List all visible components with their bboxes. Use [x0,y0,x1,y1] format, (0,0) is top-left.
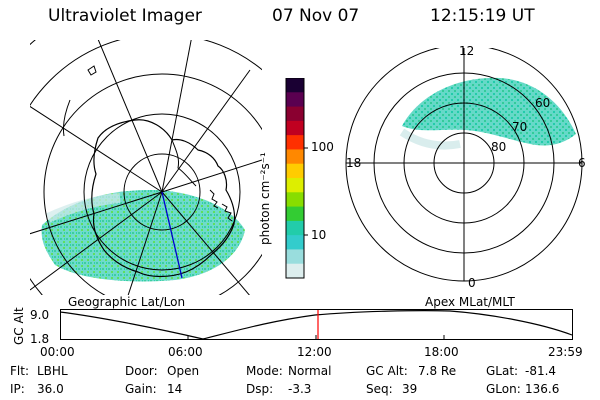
colorbar-swatch [286,263,304,279]
status-seq-key: Seq: [366,382,393,396]
mlat-label-80: 80 [491,140,507,154]
status-gain-value: 14 [167,382,183,396]
colorbar-swatch [286,163,304,179]
mlat-label-60: 60 [535,96,551,110]
colorbar-swatch [286,106,304,122]
subsatellite-track [161,191,183,279]
status-mode-key: Mode: [246,364,283,378]
colorbar-swatch [286,78,304,93]
magnetic-map-caption: Apex MLat/MLT [425,295,515,309]
status-dsp-key: Dsp: [246,382,274,396]
colorbar-swatch [286,206,304,222]
status-gcalt-key: GC Alt: [366,364,408,378]
colorbar-swatch [286,135,304,150]
colorbar-swatch [286,249,304,265]
time-tick-1200: 12:00 [297,345,332,359]
status-flt-key: Flt: [10,364,29,378]
uv-emission-region-magnetic [402,77,576,146]
colorbar-swatch [286,192,304,208]
mlt-label-0: 0 [468,276,476,290]
altitude-axis-label: GC Alt [12,307,26,345]
colorbar-swatch [286,235,304,250]
latitude-circle [83,113,241,271]
time-tick-0000: 00:00 [40,345,75,359]
colorbar-swatch [286,149,304,165]
status-glat-key: GLat: [486,364,519,378]
altitude-tick-min: 1.8 [30,332,50,346]
mlt-label-6: 6 [578,156,586,170]
status-glon-value: 136.6 [525,382,560,396]
status-glon-key: GLon: [486,382,521,396]
status-glat-value: -81.4 [525,364,557,378]
time-tick-2359: 23:59 [548,345,583,359]
status-mode-value: Normal [288,364,332,378]
latitude-circle [43,73,262,295]
colorbar-swatch [286,120,304,136]
colorbar-swatch [286,220,304,236]
status-gcalt-value: 7.8 Re [418,364,457,378]
time-tick-0600: 06:00 [168,345,203,359]
status-dsp-value: -3.3 [288,382,312,396]
geographic-map-caption: Geographic Lat/Lon [68,295,186,309]
altitude-tick-max: 9.0 [30,308,50,322]
status-seq-value: 39 [402,382,418,396]
antarctica-coastline [91,119,236,278]
status-door-value: Open [167,364,200,378]
observation-time: 12:15:19 UT [430,6,535,26]
colorbar-swatch [286,92,304,108]
status-ip-key: IP: [10,382,25,396]
altitude-curve [60,310,573,340]
colorbar-tick-10: 10 [311,228,327,242]
instrument-title: Ultraviolet Imager [48,6,202,26]
geographic-map [30,40,262,295]
mlt-label-18: 18 [346,156,362,170]
altitude-plot [60,309,573,340]
time-tick-1800: 18:00 [424,345,459,359]
colorbar [285,78,308,279]
status-flt-value: LBHL [37,364,68,378]
observation-date: 07 Nov 07 [272,6,360,26]
status-gain-key: Gain: [125,382,157,396]
status-door-key: Door: [125,364,158,378]
latitude-circle [123,153,201,231]
colorbar-unit-label: photon cm⁻²s⁻¹ [258,152,272,245]
mlt-label-12: 12 [459,44,475,58]
mlat-label-70: 70 [512,120,528,134]
colorbar-tick-100: 100 [311,140,334,154]
status-ip-value: 36.0 [37,382,64,396]
magnetic-map [345,48,583,282]
colorbar-swatch [286,178,304,193]
